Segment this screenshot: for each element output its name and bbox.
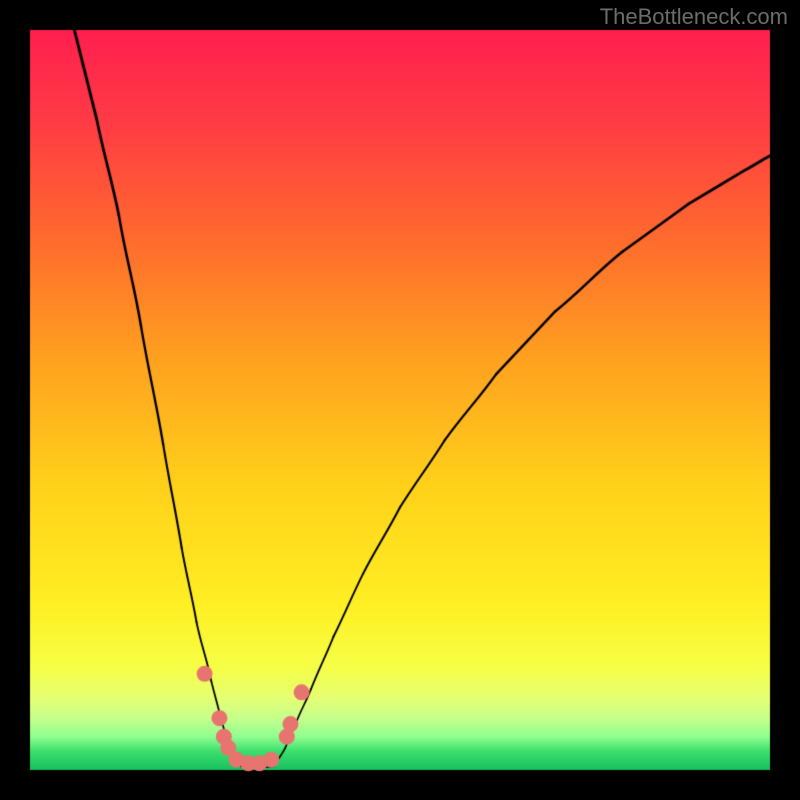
watermark-text: TheBottleneck.com <box>600 4 788 30</box>
chart-container: TheBottleneck.com <box>0 0 800 800</box>
bottleneck-chart-canvas <box>0 0 800 800</box>
